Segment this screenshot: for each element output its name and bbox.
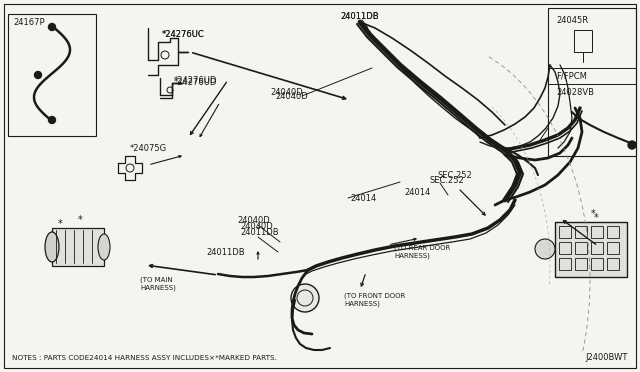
Text: NOTES : PARTS CODE24014 HARNESS ASSY INCLUDES×*MARKED PARTS.: NOTES : PARTS CODE24014 HARNESS ASSY INC…	[12, 355, 277, 361]
Text: *24075G: *24075G	[130, 144, 167, 153]
Text: *: *	[78, 215, 83, 225]
Bar	[559, 258, 571, 270]
Text: 24040D: 24040D	[237, 215, 269, 224]
Text: (TO MAIN: (TO MAIN	[140, 277, 173, 283]
Text: SEC.252: SEC.252	[438, 170, 473, 180]
Bar	[591, 258, 603, 270]
Bar	[607, 226, 619, 238]
Text: J2400BWT: J2400BWT	[586, 353, 628, 362]
Circle shape	[49, 116, 56, 124]
Circle shape	[49, 23, 56, 31]
Text: 24014: 24014	[404, 187, 430, 196]
Text: HARNESS): HARNESS)	[140, 285, 176, 291]
Text: SEC.252: SEC.252	[430, 176, 465, 185]
Text: 24040D: 24040D	[275, 92, 308, 100]
Text: (TO REAR DOOR: (TO REAR DOOR	[394, 245, 451, 251]
Circle shape	[291, 284, 319, 312]
Bar	[575, 226, 587, 238]
Bar	[591, 226, 603, 238]
Bar	[52, 228, 104, 266]
Bar	[575, 258, 587, 270]
Text: F/FPCM: F/FPCM	[556, 71, 587, 80]
Bar	[559, 242, 571, 254]
Text: (TO FRONT DOOR: (TO FRONT DOOR	[344, 293, 405, 299]
Text: 24011DB: 24011DB	[340, 12, 379, 20]
Circle shape	[628, 141, 636, 149]
Text: 24011DB: 24011DB	[340, 12, 379, 20]
Circle shape	[297, 290, 313, 306]
Circle shape	[535, 239, 555, 259]
Bar	[591, 242, 603, 254]
Text: 24011DB: 24011DB	[206, 247, 244, 257]
Ellipse shape	[45, 232, 59, 262]
Text: 24011DB: 24011DB	[240, 228, 278, 237]
Text: *24276UC: *24276UC	[162, 29, 205, 38]
Bar	[8, 14, 96, 136]
Text: 24014: 24014	[350, 193, 376, 202]
Bar	[559, 226, 571, 238]
Text: 24045R: 24045R	[556, 16, 588, 25]
Text: *: *	[58, 219, 63, 229]
Circle shape	[35, 71, 42, 78]
Text: *: *	[594, 213, 599, 223]
Text: *: *	[591, 209, 596, 219]
Text: HARNESS): HARNESS)	[344, 301, 380, 307]
Text: *24276UD: *24276UD	[174, 76, 218, 84]
Text: *24276UC: *24276UC	[162, 29, 205, 38]
Text: HARNESS): HARNESS)	[394, 253, 430, 259]
Text: 24167P: 24167P	[13, 17, 45, 26]
Bar	[607, 258, 619, 270]
Bar	[607, 242, 619, 254]
Ellipse shape	[98, 234, 110, 260]
Text: *24276UD: *24276UD	[174, 77, 218, 87]
Bar	[548, 8, 636, 156]
Bar	[555, 222, 627, 277]
Bar	[575, 242, 587, 254]
Bar	[574, 30, 592, 52]
Text: 24040D: 24040D	[270, 87, 303, 96]
Text: 24028VB: 24028VB	[556, 87, 594, 96]
Text: 24040D: 24040D	[240, 221, 273, 231]
